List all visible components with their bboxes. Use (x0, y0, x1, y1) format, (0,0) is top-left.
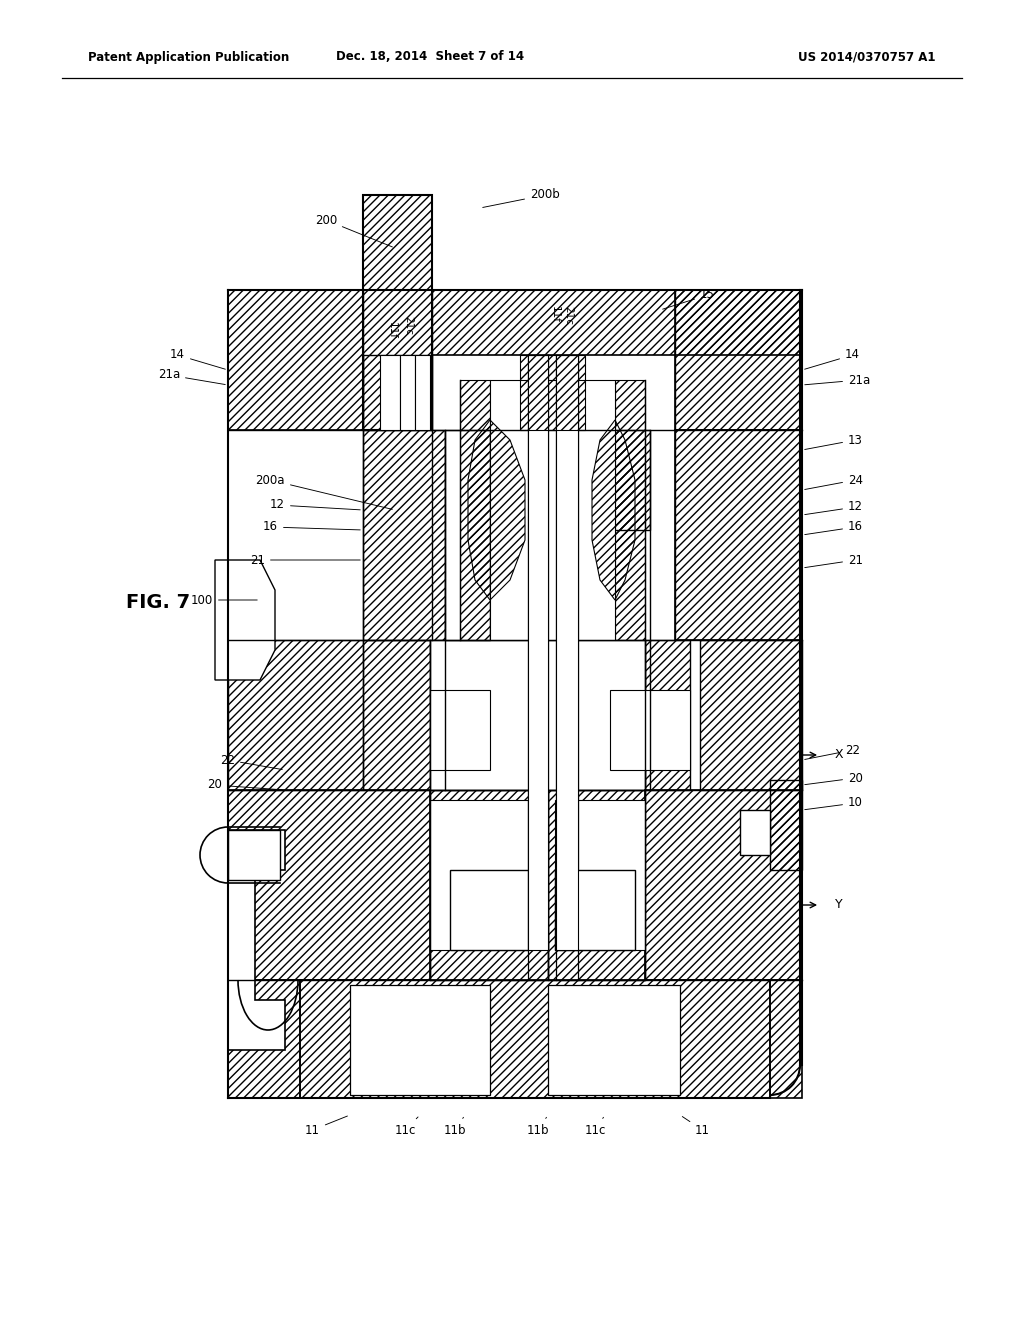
Bar (228, 830, 280, 880)
Bar (362, 355, 432, 430)
Text: US 2014/0370757 A1: US 2014/0370757 A1 (799, 50, 936, 63)
Bar (520, 355, 585, 430)
Bar (700, 640, 802, 789)
Text: 11: 11 (305, 1115, 347, 1137)
Text: 200b: 200b (482, 189, 560, 207)
Text: Dec. 18, 2014  Sheet 7 of 14: Dec. 18, 2014 Sheet 7 of 14 (336, 50, 524, 63)
Bar (615, 380, 645, 640)
Bar (740, 810, 770, 855)
Bar (415, 355, 430, 430)
Bar (400, 355, 415, 430)
Bar (380, 355, 400, 430)
Text: 10: 10 (805, 796, 863, 809)
Text: 21: 21 (805, 553, 863, 568)
Text: 15: 15 (663, 289, 715, 309)
Bar (645, 789, 802, 979)
Text: 11b: 11b (526, 1117, 549, 1137)
Bar (362, 640, 430, 789)
Bar (362, 430, 445, 640)
Text: 200: 200 (314, 214, 392, 247)
Bar (228, 789, 430, 979)
Bar (445, 430, 490, 640)
Bar (610, 690, 690, 770)
Bar (770, 979, 802, 1098)
Text: 21c: 21c (403, 315, 413, 334)
Text: 11b: 11b (443, 1117, 466, 1137)
Bar (362, 195, 432, 430)
Bar (548, 985, 680, 1096)
Bar (430, 640, 645, 789)
Bar (490, 380, 615, 640)
Text: X: X (835, 748, 844, 762)
Text: 12: 12 (805, 500, 863, 515)
Text: FIG. 7: FIG. 7 (126, 594, 190, 612)
Bar (350, 985, 490, 1096)
Bar (460, 380, 490, 640)
Bar (228, 640, 362, 789)
Text: 21a: 21a (805, 374, 870, 387)
Text: 22: 22 (805, 743, 860, 759)
Bar (300, 979, 770, 1098)
Text: 24: 24 (805, 474, 863, 490)
Polygon shape (215, 560, 275, 680)
Text: Patent Application Publication: Patent Application Publication (88, 50, 289, 63)
Text: 20: 20 (207, 779, 283, 792)
Text: 12: 12 (270, 499, 360, 511)
Polygon shape (228, 861, 255, 870)
Bar (228, 290, 362, 430)
Bar (555, 800, 645, 950)
Text: 11c: 11c (394, 1117, 418, 1137)
Bar (556, 355, 578, 950)
Text: 100: 100 (190, 594, 257, 606)
Text: 11c: 11c (585, 1117, 605, 1137)
Bar (490, 430, 650, 531)
Text: 16: 16 (805, 520, 863, 535)
Polygon shape (228, 830, 285, 1049)
Text: 21: 21 (250, 553, 360, 566)
Bar (432, 290, 802, 355)
Text: 21c: 21c (563, 305, 573, 325)
Text: 11: 11 (682, 1117, 710, 1137)
Bar (645, 640, 690, 789)
Text: 22: 22 (220, 754, 283, 770)
Text: 16: 16 (263, 520, 360, 533)
Bar (528, 355, 548, 950)
Text: 21a: 21a (158, 368, 225, 384)
Text: 11f: 11f (550, 306, 560, 323)
Bar (555, 870, 635, 950)
Text: 13: 13 (805, 433, 863, 450)
Bar (770, 780, 802, 870)
Bar (548, 789, 645, 979)
Bar (675, 290, 802, 430)
Bar (228, 979, 300, 1098)
Bar (675, 430, 802, 640)
Text: 14: 14 (805, 348, 860, 370)
Text: 14: 14 (170, 348, 225, 370)
Bar (430, 800, 528, 950)
Bar (450, 870, 528, 950)
Bar (430, 690, 490, 770)
Bar (430, 789, 548, 979)
Text: 20: 20 (805, 771, 863, 784)
Text: 200a: 200a (256, 474, 392, 510)
Text: 11f: 11f (387, 322, 397, 338)
Text: Y: Y (835, 899, 843, 912)
